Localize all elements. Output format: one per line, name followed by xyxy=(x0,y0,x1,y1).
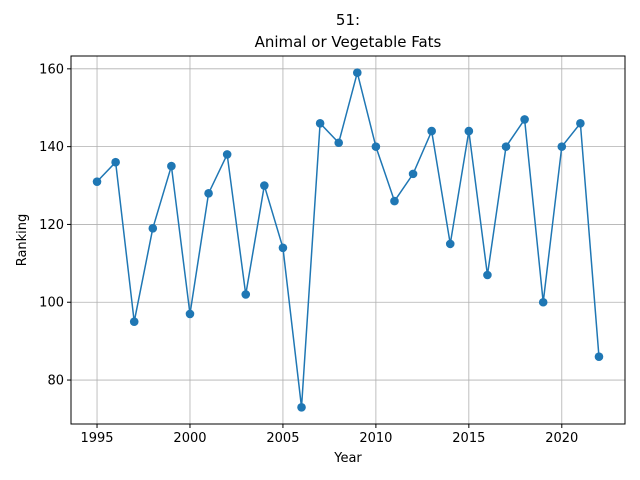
data-point xyxy=(427,126,436,136)
axis-ticks: 1995 2000 2005 2010 2015 2020 80 100 120 140 160 xyxy=(39,62,578,446)
x-tick-label: 2000 xyxy=(173,431,206,446)
data-point xyxy=(334,138,344,148)
data-point xyxy=(148,224,158,233)
data-point xyxy=(594,352,604,362)
series xyxy=(92,68,604,412)
grid xyxy=(71,56,625,424)
data-point xyxy=(315,118,325,128)
data-point xyxy=(576,118,585,128)
x-tick-label: 2005 xyxy=(266,431,299,446)
data-point xyxy=(204,189,213,198)
data-point xyxy=(520,115,529,124)
y-tick-label: 100 xyxy=(39,296,64,311)
data-point xyxy=(352,68,362,78)
data-point xyxy=(464,126,474,136)
data-point xyxy=(371,142,381,151)
y-tick-label: 140 xyxy=(39,140,64,155)
data-point xyxy=(501,142,511,151)
y-tick-label: 160 xyxy=(39,62,64,77)
y-axis-label: Ranking xyxy=(15,214,30,267)
data-point xyxy=(92,177,102,186)
data-point xyxy=(167,161,176,171)
x-axis-label: Year xyxy=(333,451,362,466)
data-point xyxy=(241,290,251,299)
data-point xyxy=(260,181,269,190)
plot-area-frame xyxy=(70,55,626,425)
x-tick-label: 1995 xyxy=(80,431,113,446)
data-point xyxy=(390,196,399,206)
data-points xyxy=(92,68,604,412)
x-tick-label: 2020 xyxy=(545,431,578,446)
data-point xyxy=(278,243,288,253)
data-point xyxy=(483,270,492,280)
data-point xyxy=(129,317,139,326)
x-tick-label: 2015 xyxy=(452,431,485,446)
data-point xyxy=(445,239,455,249)
x-tick-label: 2010 xyxy=(359,431,392,446)
series-line xyxy=(96,69,600,408)
data-point xyxy=(408,169,418,179)
y-tick-label: 80 xyxy=(47,374,64,389)
data-point xyxy=(538,297,548,307)
chart-title-line2: Animal or Vegetable Fats xyxy=(255,33,442,51)
data-point xyxy=(222,150,232,159)
data-point xyxy=(557,142,567,151)
chart-title-line1: 51: xyxy=(336,11,360,29)
data-point xyxy=(185,309,195,319)
y-tick-label: 120 xyxy=(39,218,64,233)
data-point xyxy=(111,157,120,167)
data-point xyxy=(297,402,306,412)
